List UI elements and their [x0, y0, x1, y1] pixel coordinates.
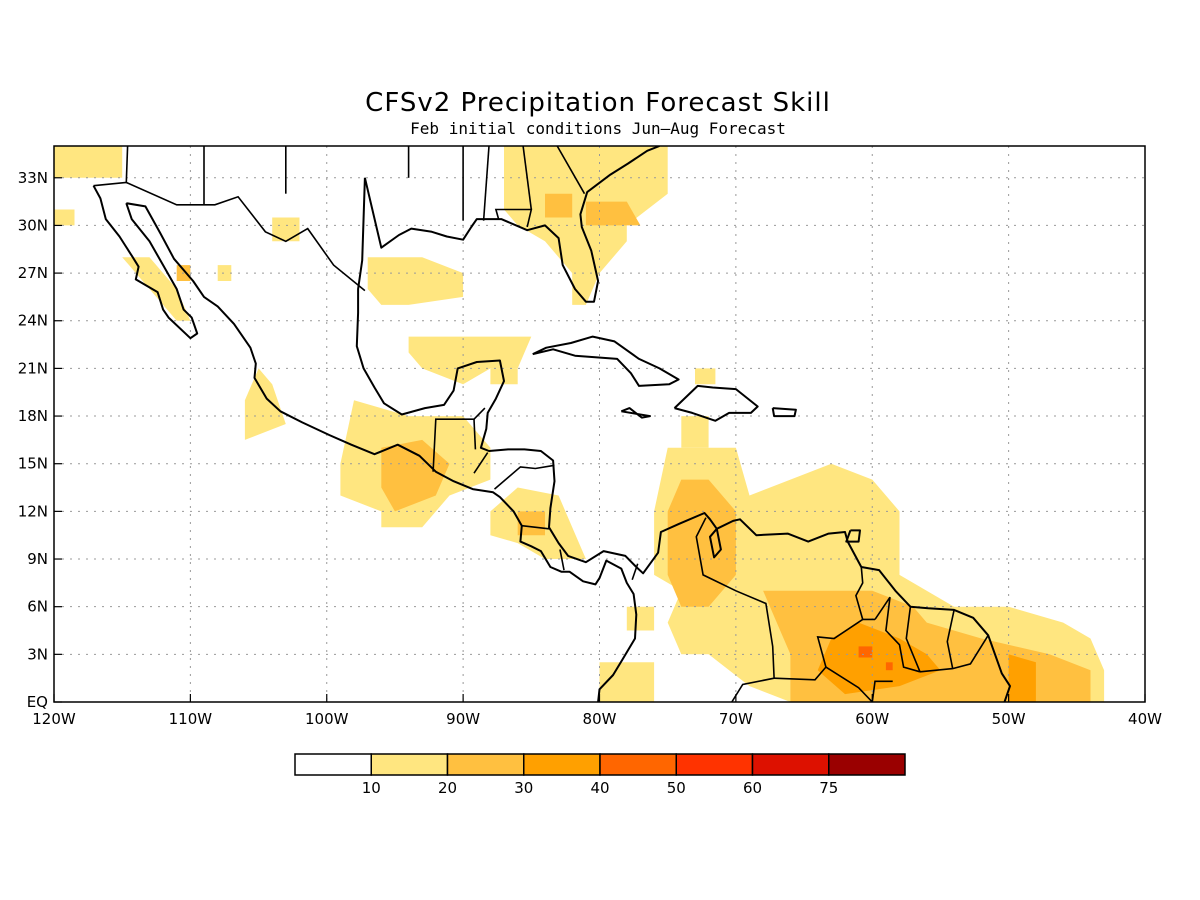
political-border: [125, 146, 129, 183]
coastline: [620, 407, 651, 419]
lon-tick-label: 40W: [1128, 710, 1162, 728]
coastline: [673, 384, 759, 422]
political-border: [493, 464, 555, 490]
skill-region-level-2: [545, 193, 573, 218]
skill-region-level-1: [681, 416, 709, 448]
colorbar-swatch: [370, 753, 449, 776]
political-border: [473, 452, 489, 474]
lat-tick-label: 27N: [18, 264, 48, 282]
lat-tick-label: 6N: [27, 598, 48, 616]
lat-tick-label: 24N: [18, 312, 48, 330]
skill-region-level-4: [885, 662, 893, 671]
lon-tick-label: 50W: [992, 710, 1026, 728]
lon-tick-label: 100W: [305, 710, 349, 728]
skill-shading-layer: [54, 146, 1105, 702]
skill-region-level-2: [517, 511, 545, 536]
political-border: [556, 146, 586, 195]
political-border: [774, 618, 864, 681]
skill-region-level-3: [1008, 654, 1036, 702]
skill-region-level-4: [858, 646, 873, 658]
political-border: [631, 563, 639, 580]
skill-region-level-1: [695, 368, 716, 385]
colorbar-swatch: [599, 753, 677, 776]
colorbar-swatch: [828, 753, 906, 776]
colorbar-swatch: [751, 753, 830, 776]
coastline: [363, 146, 660, 303]
colorbar-swatch: [675, 753, 754, 776]
political-border: [93, 181, 366, 292]
colorbar-swatch: [523, 753, 601, 776]
colorbar-label: 30: [514, 779, 533, 797]
lat-tick-label: EQ: [27, 693, 48, 711]
coastline: [771, 407, 797, 418]
chart-subtitle: Feb initial conditions Jun–Aug Forecast: [410, 119, 786, 138]
chart-title: CFSv2 Precipitation Forecast Skill: [365, 88, 831, 118]
skill-region-level-1: [54, 209, 75, 226]
skill-region-level-1: [54, 146, 123, 178]
political-border: [522, 146, 533, 210]
lat-tick-label: 3N: [27, 645, 48, 663]
skill-region-level-1: [122, 257, 191, 321]
lat-tick-label: 15N: [18, 455, 48, 473]
political-border: [855, 566, 875, 621]
political-border: [521, 524, 550, 530]
political-border: [559, 549, 565, 571]
gridlines: [54, 146, 1145, 702]
political-border: [874, 596, 921, 673]
skill-region-level-1: [626, 606, 655, 631]
political-border: [432, 407, 486, 472]
political-border: [695, 517, 775, 702]
border-layer: [93, 146, 989, 702]
colorbar-label: 75: [819, 779, 838, 797]
political-border: [482, 146, 490, 221]
lon-tick-label: 80W: [583, 710, 617, 728]
skill-region-level-1: [599, 662, 655, 702]
political-border: [494, 208, 533, 228]
lon-tick-label: 120W: [32, 710, 76, 728]
lon-tick-label: 60W: [855, 710, 889, 728]
skill-region-level-1: [599, 146, 668, 226]
political-border: [473, 419, 477, 450]
colorbar-label: 10: [362, 779, 381, 797]
political-border: [919, 634, 989, 673]
colorbar: 10 20 30 40 50 60 75: [294, 753, 906, 797]
skill-region-level-1: [367, 257, 464, 305]
political-border: [905, 606, 921, 673]
lat-tick-label: 30N: [18, 216, 48, 234]
coastline: [126, 202, 638, 702]
skill-region-level-2: [381, 439, 450, 512]
colorbar-swatch: [294, 753, 372, 776]
colorbar-label: 50: [667, 779, 686, 797]
lon-tick-label: 90W: [446, 710, 480, 728]
skill-region-level-3: [817, 622, 941, 695]
lon-tick-label: 70W: [719, 710, 753, 728]
political-border: [946, 609, 955, 669]
lon-tick-label: 110W: [169, 710, 213, 728]
lat-tick-label: 21N: [18, 359, 48, 377]
political-border: [825, 666, 893, 702]
skill-region-level-1: [408, 336, 532, 385]
colorbar-label: 60: [743, 779, 762, 797]
coastline-layer: [92, 146, 1011, 702]
longitude-axis: 120W 110W 100W 90W 80W 70W 60W 50W 40W: [32, 694, 1162, 728]
lat-tick-label: 9N: [27, 550, 48, 568]
skill-region-level-1: [244, 368, 286, 440]
lat-tick-label: 18N: [18, 407, 48, 425]
coastline: [92, 185, 199, 340]
lat-tick-label: 33N: [18, 169, 48, 187]
skill-region-level-1: [272, 217, 300, 242]
coastline: [532, 335, 680, 387]
colorbar-label: 40: [590, 779, 609, 797]
coastline: [845, 529, 861, 543]
lat-tick-label: 12N: [18, 502, 48, 520]
colorbar-swatch: [446, 753, 525, 776]
latitude-axis: EQ 3N 6N 9N 12N 15N 18N 21N 24N 27N 30N 33N: [18, 169, 62, 711]
coastline: [355, 177, 1011, 702]
skill-region-level-1: [217, 265, 232, 281]
colorbar-label: 20: [438, 779, 457, 797]
